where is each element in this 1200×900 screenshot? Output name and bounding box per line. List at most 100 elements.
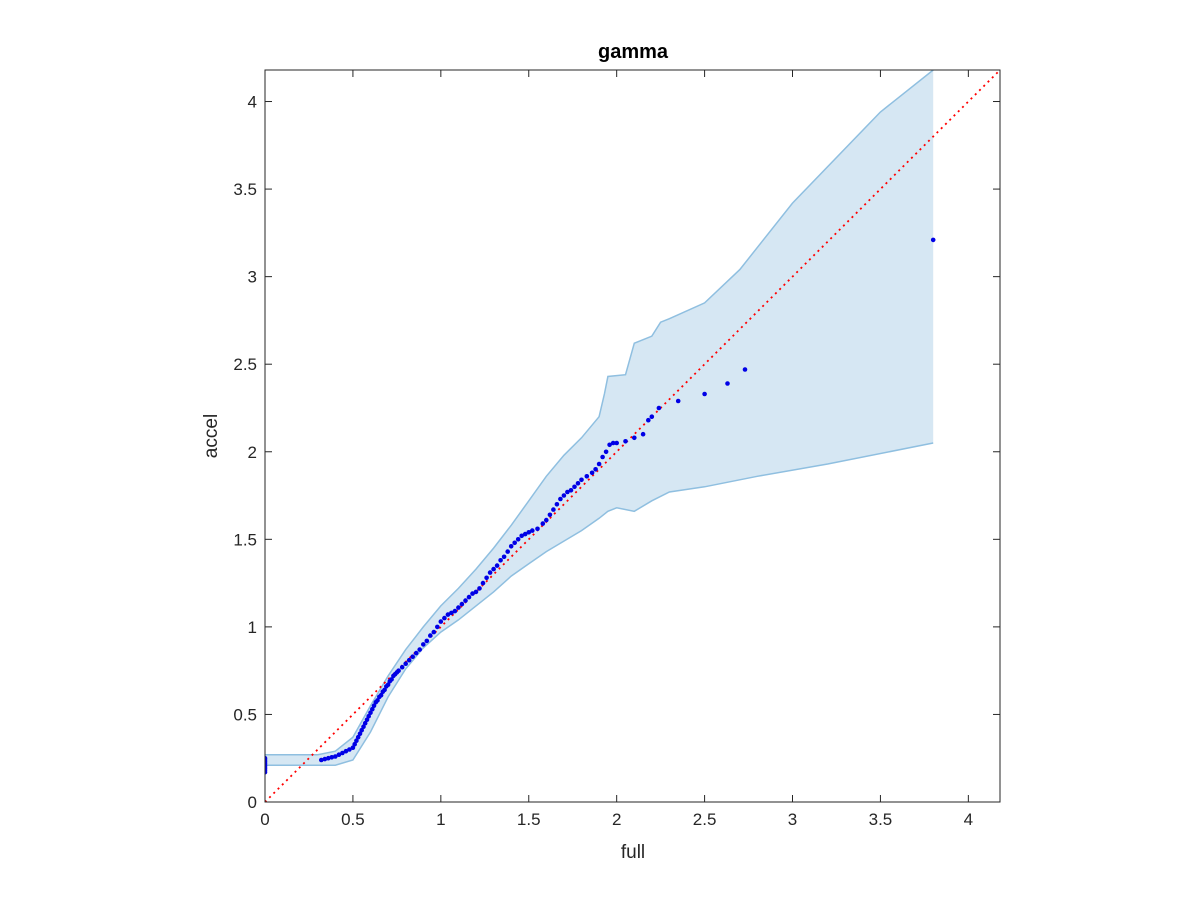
data-point (603, 449, 609, 455)
data-point (319, 757, 324, 763)
data-point (352, 741, 358, 747)
data-point (584, 474, 590, 479)
y-tick-label: 2.5 (233, 355, 257, 374)
confidence-band-upper-edge (265, 70, 934, 756)
x-tick-label: 3 (788, 810, 797, 829)
data-point (336, 752, 342, 757)
data-point (428, 633, 433, 638)
y-tick-label: 0.5 (233, 705, 257, 724)
data-point (551, 507, 556, 512)
y-tick-label: 1.5 (233, 530, 257, 549)
x-tick-label: 4 (964, 810, 973, 829)
data-point (649, 414, 655, 420)
data-point (535, 526, 540, 532)
data-point (725, 381, 730, 386)
data-point (646, 417, 651, 423)
chart-title: gamma (598, 41, 669, 63)
x-tick-label: 3.5 (869, 810, 893, 829)
data-point (484, 575, 489, 581)
data-point (413, 650, 419, 656)
data-point (385, 682, 391, 687)
data-point (410, 654, 416, 659)
data-point (456, 605, 461, 610)
data-point (359, 727, 365, 733)
y-tick-label: 0 (248, 793, 257, 812)
data-point (371, 703, 377, 708)
data-point (449, 610, 454, 616)
data-point (593, 467, 598, 472)
data-point (742, 367, 748, 372)
data-point (607, 442, 612, 448)
data-point (568, 488, 574, 493)
data-point (329, 755, 335, 760)
data-point (438, 619, 444, 624)
data-point (702, 391, 707, 397)
data-point (589, 470, 595, 476)
data-point (632, 435, 637, 441)
y-tick-label: 4 (248, 93, 257, 112)
x-axis-label: full (621, 842, 645, 863)
data-point (445, 612, 451, 617)
data-point (561, 493, 567, 498)
data-point (326, 755, 331, 761)
data-point (442, 615, 447, 621)
data-point (547, 512, 553, 518)
data-point (508, 544, 514, 549)
data-point (554, 502, 560, 507)
data-point (600, 454, 605, 460)
data-point (421, 642, 426, 647)
data-point (565, 489, 570, 495)
data-point (491, 566, 496, 572)
axes-box (264, 69, 1001, 803)
data-point (558, 496, 563, 502)
data-point (522, 531, 528, 537)
y-tick-label: 2 (248, 443, 257, 462)
data-point (403, 661, 409, 666)
x-tick-label: 1.5 (517, 810, 541, 829)
y-tick-label: 3 (248, 268, 257, 287)
data-point (366, 713, 372, 719)
data-point (480, 580, 486, 586)
data-point (382, 687, 387, 693)
y-tick-label: 1 (248, 618, 257, 637)
data-point (675, 398, 681, 404)
data-point (463, 598, 468, 603)
axis-ticks: 0 0.5 1 1.5 2 2.5 3 3.5 4 0 0.5 1 1.5 2 2.5 3 3.5 4 (233, 70, 1000, 829)
data-point (361, 724, 366, 729)
data-point (596, 461, 602, 467)
data-point (368, 710, 373, 715)
data-point (343, 748, 349, 754)
x-tick-label: 0 (260, 810, 269, 829)
data-point (406, 657, 412, 663)
data-point (350, 745, 356, 750)
data-point (470, 591, 475, 596)
data-point (575, 481, 581, 486)
data-point (340, 750, 345, 756)
data-point (322, 756, 328, 762)
data-point (487, 570, 493, 575)
data-point (614, 440, 619, 446)
data-point (501, 554, 507, 560)
data-point (364, 717, 370, 722)
data-point (396, 668, 401, 673)
data-point (505, 549, 511, 554)
data-point (265, 755, 268, 761)
data-point (544, 517, 549, 523)
data-point (473, 589, 479, 595)
data-point (572, 484, 577, 490)
data-point (389, 677, 394, 682)
data-point (519, 533, 524, 539)
data-point (355, 734, 361, 740)
x-tick-label: 1 (436, 810, 445, 829)
data-point (424, 638, 430, 644)
x-tick-label: 0.5 (341, 810, 365, 829)
data-point (512, 540, 517, 546)
x-tick-label: 2 (612, 810, 621, 829)
data-point (333, 754, 338, 759)
y-tick-label: 3.5 (233, 180, 257, 199)
plot-content (265, 70, 1000, 802)
data-point (370, 706, 375, 712)
data-point (466, 594, 472, 600)
data-point (579, 477, 584, 483)
